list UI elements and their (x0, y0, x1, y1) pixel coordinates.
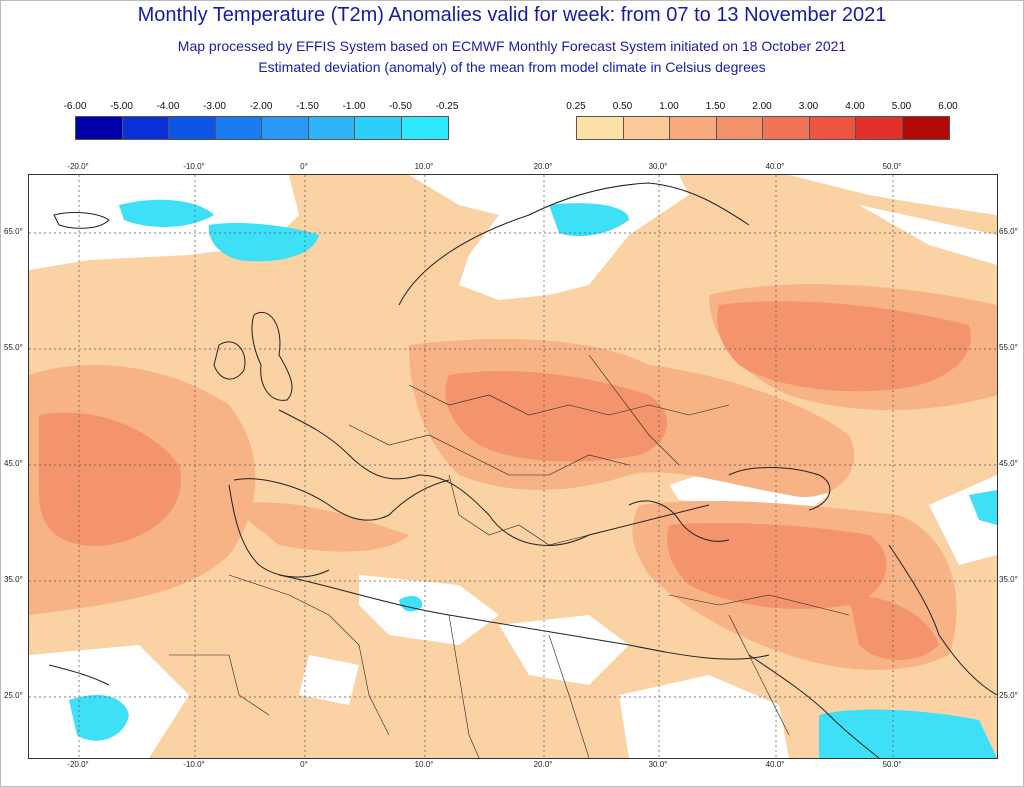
longitude-label-top: 50.0° (882, 162, 902, 171)
legend-positive-swatch (716, 117, 763, 139)
near-normal-areas (29, 175, 997, 758)
latitude-label-right: 45.0° (999, 459, 1018, 468)
legend-negative-tick-label: -6.00 (63, 101, 87, 112)
legend-positive-swatch (670, 117, 717, 139)
legend-positive-tick-label: 5.00 (891, 101, 912, 112)
legend-negative-tick-label: -5.00 (110, 101, 133, 112)
legend-positive-tick-label: 1.50 (705, 101, 726, 112)
legend-negative-tick-label: -1.50 (296, 101, 319, 112)
longitude-label-bottom: 20.0° (533, 760, 553, 769)
longitude-label-bottom: 30.0° (648, 760, 668, 769)
longitude-label-top: 40.0° (765, 162, 785, 171)
legend-positive-tick-label: 4.00 (845, 101, 865, 112)
latitude-label-left: 25.0° (4, 691, 23, 700)
legend-positive-tick-label: 1.00 (659, 101, 679, 112)
country-borders (169, 354, 850, 758)
longitude-label-top: -10.0° (183, 162, 205, 171)
longitude-label-bottom: 40.0° (765, 760, 785, 769)
legend-negative-swatch (169, 117, 216, 139)
latitude-label-left: 55.0° (4, 343, 23, 352)
longitude-label-top: 0° (300, 162, 308, 171)
longitude-label-top: 30.0° (648, 162, 668, 171)
graticule (29, 175, 997, 758)
legend-positive-swatch (902, 117, 949, 139)
warm-anomaly-areas-level2 (39, 301, 971, 660)
latitude-label-right: 55.0° (999, 343, 1018, 352)
legend-positive-tick-label: 3.00 (798, 101, 819, 112)
longitude-label-bottom: 10.0° (414, 760, 434, 769)
legend-positive-tick-label: 6.00 (938, 101, 958, 112)
longitude-label-top: 10.0° (414, 162, 434, 171)
legend-positive-tick-label: 0.25 (566, 101, 586, 112)
legend-positive-swatch (623, 117, 670, 139)
longitude-label-bottom: 0° (300, 760, 308, 769)
legend-negative-swatch (262, 117, 309, 139)
coastlines (48, 182, 997, 758)
latitude-label-right: 35.0° (999, 575, 1018, 584)
legend-negative-tick-label: -1.00 (342, 101, 366, 112)
legend-positive-tick-label: 2.00 (752, 101, 772, 112)
legend-positive-colorbar (576, 116, 950, 140)
legend-negative-tick-label: -0.25 (435, 101, 459, 112)
legend-negative-tick-label: -3.00 (203, 101, 226, 112)
map-subtitle-units: Estimated deviation (anomaly) of the mea… (258, 59, 766, 75)
longitude-label-top: 20.0° (533, 162, 553, 171)
legend-negative-swatch (355, 117, 402, 139)
legend-negative-swatch (122, 117, 169, 139)
legend-negative-tick-label: -2.00 (249, 101, 273, 112)
latitude-label-left: 45.0° (4, 459, 23, 468)
legend-negative-swatch (76, 117, 123, 139)
legend-positive-swatch (856, 117, 903, 139)
latitude-label-left: 35.0° (4, 575, 23, 584)
legend-negative-swatch (308, 117, 355, 139)
latitude-label-right: 25.0° (999, 691, 1018, 700)
legend-negative-swatch (215, 117, 262, 139)
legend-negative-tick-label: -4.00 (156, 101, 180, 112)
map-title: Monthly Temperature (T2m) Anomalies vali… (137, 4, 887, 26)
legend-positive-swatch (763, 117, 810, 139)
anomaly-map (28, 174, 998, 759)
longitude-label-bottom: -10.0° (183, 760, 205, 769)
latitude-label-left: 65.0° (4, 227, 23, 236)
legend-negative-swatch (401, 117, 448, 139)
longitude-label-bottom: 50.0° (882, 760, 902, 769)
legend-positive-tick-label: 0.50 (612, 101, 633, 112)
legend-negative-tick-label: -0.50 (389, 101, 412, 112)
map-subtitle-source: Map processed by EFFIS System based on E… (177, 38, 847, 54)
latitude-label-right: 65.0° (999, 227, 1018, 236)
legend-positive-swatch (577, 117, 624, 139)
legend-negative-colorbar (75, 116, 449, 140)
anomaly-map-canvas (29, 175, 997, 758)
legend-positive-swatch (809, 117, 856, 139)
longitude-label-bottom: -20.0° (67, 760, 89, 769)
longitude-label-top: -20.0° (67, 162, 89, 171)
